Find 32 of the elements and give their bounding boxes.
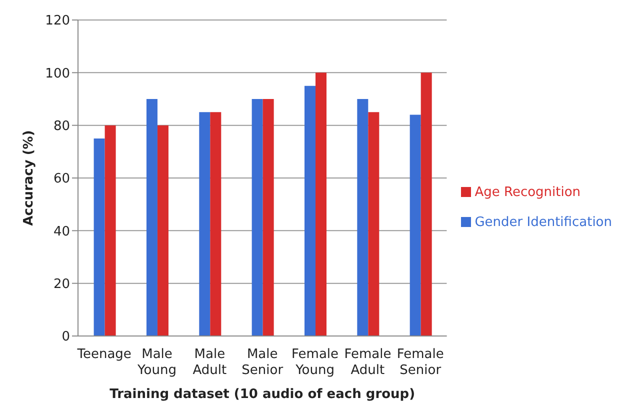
x-tick-label: Female Young [292,347,339,378]
bar [210,112,222,336]
legend-label: Gender Identification [474,215,612,230]
bar [94,138,105,336]
y-tick-label: 100 [45,66,70,82]
bar [104,125,116,336]
bar [252,99,263,336]
bar [304,86,316,336]
legend-label: Age Recognition [474,185,581,200]
x-tick-label: Male Senior [242,347,284,378]
bar [410,114,421,336]
bar [157,125,168,336]
bar [420,72,432,336]
bar [316,72,326,336]
y-tick-label: 20 [53,276,70,292]
bar [368,112,380,336]
bar [199,112,210,336]
bar [262,99,274,336]
y-tick-label: 80 [53,118,70,134]
bar [146,99,158,336]
x-tick-label: Female Senior [396,347,444,378]
x-tick-label: Male Young [136,347,176,378]
y-tick-label: 40 [53,224,70,240]
x-axis-title: Training dataset (10 audio of each group) [110,387,416,402]
x-tick-label: Teenage [76,347,132,362]
x-tick-label: Female Adult [344,347,392,378]
bar [357,99,368,336]
y-tick-label: 60 [53,172,70,187]
y-tick-label: 120 [45,14,70,29]
x-tick-label: Male Adult [192,347,227,378]
y-tick-label: 0 [62,330,70,345]
y-axis-title: Accuracy (%) [22,130,37,226]
